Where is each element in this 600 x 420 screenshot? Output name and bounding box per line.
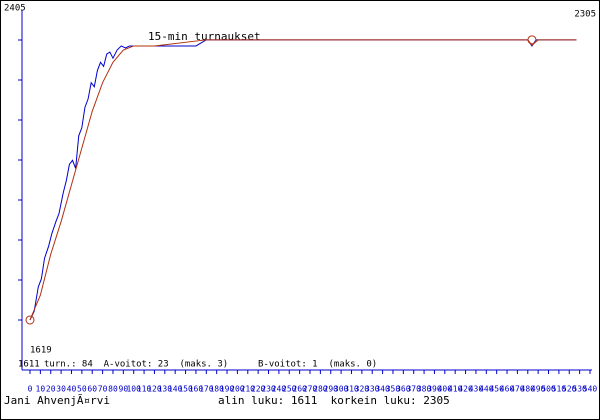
y-bottom-label: 1611 [18,360,40,370]
x-tick-label: 220 [251,385,266,394]
start-label: 1619 [30,346,52,356]
x-tick-label: 540 [583,385,598,394]
x-tick-label: 410 [448,385,463,394]
x-tick-label: 360 [396,385,411,394]
x-tick-label: 480 [521,385,536,394]
player: Jani AhvenjÃ¤rvi [4,394,110,407]
x-tick-label: 260 [292,385,307,394]
dip-marker [527,35,537,45]
x-tick-label: 370 [406,385,421,394]
start-marker [25,315,35,325]
x-tick-label: 490 [531,385,546,394]
x-tick-label: 70 [98,385,108,394]
x-tick-label: 150 [178,385,193,394]
x-tick-label: 170 [199,385,214,394]
x-tick-label: 520 [562,385,577,394]
x-tick-label: 330 [365,385,380,394]
last-rating: 2305 [574,10,596,20]
x-tick-label: 270 [303,385,318,394]
x-tick-label: 290 [324,385,339,394]
x-tick-label: 50 [77,385,87,394]
x-tick-label: 10 [36,385,46,394]
info-a: turn.: 84 A-voitot: 23 (maks. 3) [44,360,228,370]
x-tick-label: 250 [282,385,297,394]
x-tick-label: 400 [438,385,453,394]
x-tick-label: 460 [500,385,515,394]
x-tick-label: 310 [344,385,359,394]
x-tick-label: 340 [375,385,390,394]
y-tick-marks [18,39,22,321]
x-tick-label: 280 [313,385,328,394]
x-tick-label: 190 [220,385,235,394]
x-tick-label: 20 [46,385,56,394]
x-tick-label: 500 [541,385,556,394]
x-tick-label: 230 [261,385,276,394]
line-series [29,39,577,321]
x-tick-label: 450 [489,385,504,394]
x-tick-label: 110 [137,385,152,394]
x-tick-label: 510 [552,385,567,394]
y-top-label: 2405 [4,4,26,14]
x-tick-label: 140 [168,385,183,394]
x-tick-label: 30 [56,385,66,394]
x-tick-label: 440 [479,385,494,394]
x-tick-label: 470 [510,385,525,394]
x-tick-label: 100 [126,385,141,394]
x-tick-label: 530 [572,385,587,394]
x-tick-label: 420 [458,385,473,394]
x-tick-label: 120 [147,385,162,394]
x-tick-label: 300 [334,385,349,394]
x-tick-label: 430 [469,385,484,394]
x-tick-label: 200 [230,385,245,394]
x-tick-label: 180 [209,385,224,394]
x-tick-label: 240 [272,385,287,394]
range-text: alin luku: 1611 korkein luku: 2305 [218,394,450,407]
info-b: B-voitot: 1 (maks. 0) [258,360,377,370]
x-tick-label: 390 [427,385,442,394]
x-tick-label: 0 [28,385,33,394]
x-tick-label: 320 [355,385,370,394]
x-tick-label: 80 [108,385,118,394]
x-tick-label: 160 [189,385,204,394]
x-tick-label: 130 [158,385,173,394]
x-tick-label: 60 [87,385,97,394]
x-tick-label: 350 [386,385,401,394]
x-tick-label: 210 [241,385,256,394]
x-tick-label: 90 [119,385,129,394]
x-tick-label: 40 [67,385,77,394]
x-tick-label: 380 [417,385,432,394]
